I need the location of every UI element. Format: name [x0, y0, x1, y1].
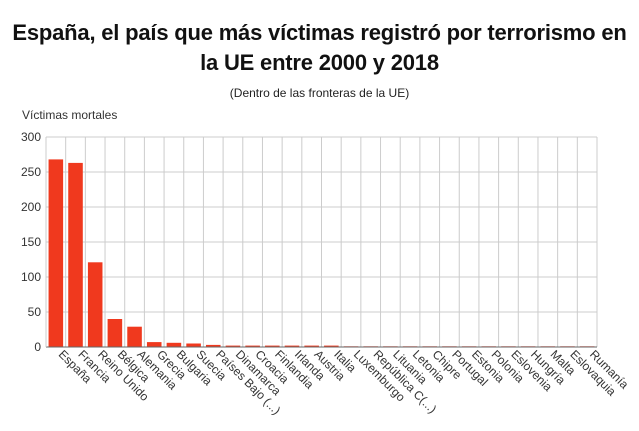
bar: [107, 319, 123, 347]
y-tick-label: 0: [34, 340, 41, 354]
y-axis-label: Víctimas mortales: [22, 108, 118, 122]
y-tick-label: 200: [21, 200, 41, 214]
y-tick-label: 50: [28, 305, 42, 319]
y-tick-label: 100: [21, 270, 41, 284]
bar: [265, 345, 280, 347]
y-tick-label: 150: [21, 235, 41, 249]
bar: [87, 262, 103, 347]
bar: [166, 342, 182, 347]
chart-title-line-1: España, el país que más víctimas registr…: [12, 20, 627, 45]
bar: [324, 345, 339, 347]
bar: [284, 345, 300, 347]
y-tick-label: 300: [21, 130, 41, 144]
bar: [68, 162, 83, 347]
y-tick-label: 250: [21, 165, 41, 179]
bar: [146, 342, 162, 347]
bar: [205, 344, 221, 347]
bar: [245, 345, 260, 347]
chart-title-line-2: la UE entre 2000 y 2018: [200, 50, 439, 75]
chart-subtitle: (Dentro de las fronteras de la UE): [229, 86, 410, 100]
bar: [127, 326, 142, 347]
bar: [186, 343, 201, 347]
bar: [304, 345, 319, 347]
bar: [225, 345, 241, 347]
bar: [48, 159, 64, 347]
chart-title: España, el país que más víctimas registr…: [0, 18, 639, 78]
